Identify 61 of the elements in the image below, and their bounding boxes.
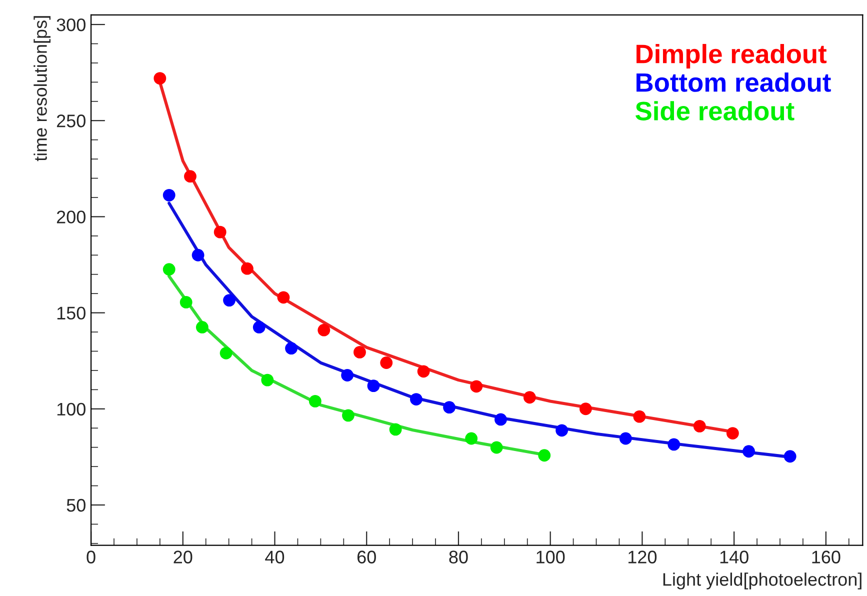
point [417,365,430,378]
text: Dimple readout [636,44,827,69]
point [277,291,290,304]
point [693,420,706,432]
point [261,374,274,386]
point [162,263,176,276]
point [184,170,196,183]
x-axis-title: Light yield[photoelectron] [663,572,862,590]
point [223,294,236,307]
point [285,342,298,355]
point [308,394,322,408]
y-tick-label: 100 [57,402,86,416]
point [318,324,330,336]
text: Side readout [636,101,794,120]
point [196,320,208,334]
point [389,423,402,436]
y-tick-label: 300 [56,18,86,32]
point [619,432,632,445]
point [579,402,592,416]
y-tick-label: 150 [57,306,86,320]
point [668,438,680,451]
point [380,356,393,369]
point [742,445,755,458]
point [523,391,536,404]
point [494,413,507,426]
point [470,380,483,393]
x-tick-label: 60 [357,550,376,564]
point [192,248,204,262]
y-tick-label: 200 [56,210,86,224]
x-tick-label: 160 [812,550,840,564]
point [342,409,354,422]
point [354,346,366,358]
point [465,432,478,445]
point [443,401,456,414]
point [162,188,176,202]
y-axis-title: time resolution[ps] [34,16,50,162]
x-tick-label: 100 [536,550,565,564]
x-tick-label: 120 [628,550,657,564]
x-tick-label: 0 [86,550,96,564]
point [154,72,166,85]
point [220,346,232,360]
point [341,369,354,382]
point [180,296,192,308]
x-tick-label: 80 [449,550,468,564]
point [490,441,503,454]
x-tick-label: 40 [265,550,284,564]
point [252,320,266,334]
y-tick-label: 50 [66,498,86,512]
point [633,410,646,423]
point [367,380,380,392]
point [214,226,226,238]
point [240,262,254,275]
point [556,424,568,437]
x-tick-label: 140 [720,550,748,564]
point [784,450,796,463]
y-tick-label: 250 [56,114,86,128]
point [538,449,551,462]
x-tick-label: 20 [174,550,192,564]
text: Bottom readout [636,72,831,92]
point [410,393,422,406]
point [726,427,739,440]
